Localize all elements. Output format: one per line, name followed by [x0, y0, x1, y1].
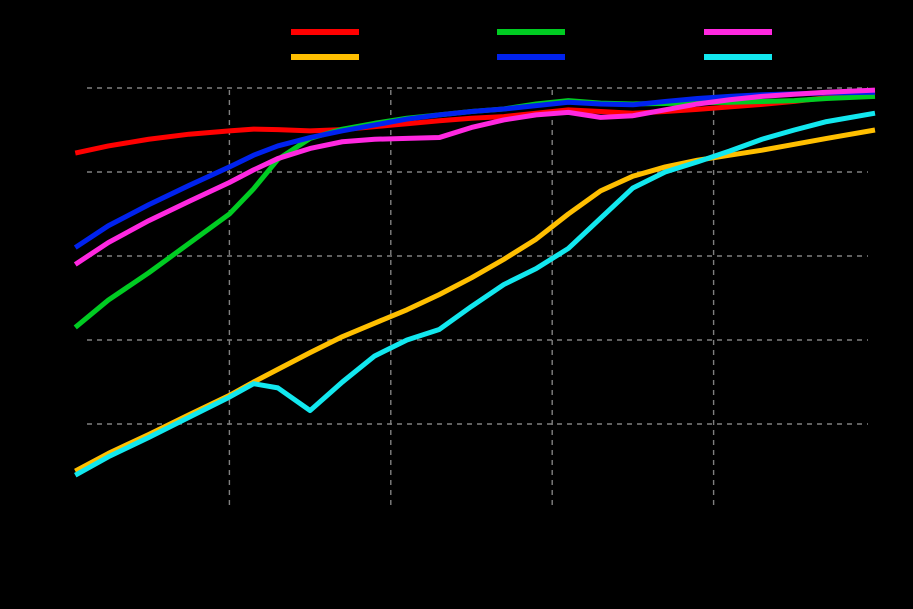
- y-tick-label-4: 1.0: [45, 81, 62, 95]
- series-lines: [73, 87, 876, 478]
- legend-series-5-swatch: [704, 29, 772, 35]
- legend-series-4[interactable]: [497, 50, 573, 64]
- x-tick-label-3: 8: [710, 515, 717, 529]
- legend-series-2-swatch: [291, 54, 359, 60]
- series-line-6: [74, 110, 876, 478]
- y-tick-label-2: 0.6: [45, 249, 62, 263]
- series-line-1: [74, 89, 876, 156]
- legend-series-3[interactable]: [497, 25, 573, 39]
- legend-series-3-swatch: [497, 29, 565, 35]
- chart-legend: [0, 0, 913, 72]
- legend-series-6-swatch: [704, 54, 772, 60]
- legend-series-4-swatch: [497, 54, 565, 60]
- series-line-4: [73, 89, 876, 250]
- x-tick-label-2: 6: [548, 515, 556, 529]
- legend-series-2[interactable]: [291, 50, 367, 64]
- legend-series-5[interactable]: [704, 25, 780, 39]
- y-tick-label-3: 0.8: [45, 165, 62, 179]
- y-tick-label-0: 0.2: [45, 417, 62, 431]
- series-line-5: [73, 87, 876, 267]
- legend-series-1[interactable]: [291, 25, 367, 39]
- legend-series-1-swatch: [291, 29, 359, 35]
- y-tick-label-1: 0.4: [45, 333, 62, 347]
- x-tick-label-1: 4: [387, 515, 395, 529]
- x-tick-label-0: 2: [226, 515, 233, 529]
- legend-series-6[interactable]: [704, 50, 780, 64]
